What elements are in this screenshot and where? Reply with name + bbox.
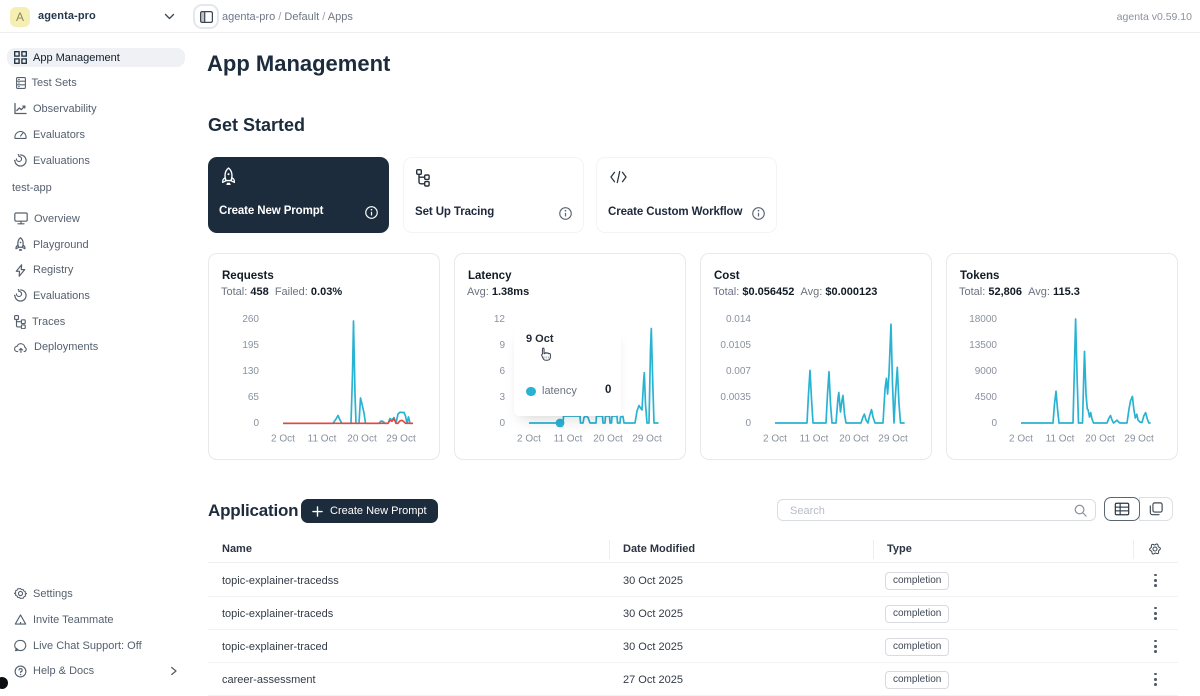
- svg-text:0: 0: [745, 418, 751, 429]
- svg-text:29 Oct: 29 Oct: [632, 434, 662, 445]
- svg-text:6: 6: [499, 366, 505, 377]
- svg-text:13500: 13500: [969, 340, 997, 351]
- svg-text:20 Oct: 20 Oct: [347, 434, 377, 445]
- svg-text:20 Oct: 20 Oct: [839, 434, 869, 445]
- svg-text:2 Oct: 2 Oct: [517, 434, 541, 445]
- svg-text:18000: 18000: [969, 314, 997, 325]
- svg-text:0.0105: 0.0105: [720, 340, 751, 351]
- svg-text:2 Oct: 2 Oct: [763, 434, 787, 445]
- svg-text:0: 0: [991, 418, 997, 429]
- svg-text:0.0035: 0.0035: [720, 392, 751, 403]
- svg-text:65: 65: [248, 392, 260, 403]
- svg-text:9: 9: [499, 340, 505, 351]
- svg-text:0.007: 0.007: [726, 366, 751, 377]
- svg-text:20 Oct: 20 Oct: [593, 434, 623, 445]
- svg-text:9000: 9000: [975, 366, 998, 377]
- svg-text:0: 0: [499, 418, 505, 429]
- svg-text:29 Oct: 29 Oct: [386, 434, 416, 445]
- svg-text:11 Oct: 11 Oct: [308, 434, 337, 445]
- svg-text:29 Oct: 29 Oct: [878, 434, 908, 445]
- svg-text:4500: 4500: [975, 392, 998, 403]
- svg-text:2 Oct: 2 Oct: [271, 434, 295, 445]
- svg-text:260: 260: [242, 314, 259, 325]
- svg-text:12: 12: [494, 314, 506, 325]
- svg-text:11 Oct: 11 Oct: [800, 434, 829, 445]
- svg-text:11 Oct: 11 Oct: [554, 434, 583, 445]
- svg-text:20 Oct: 20 Oct: [1085, 434, 1115, 445]
- svg-text:29 Oct: 29 Oct: [1124, 434, 1154, 445]
- svg-text:0.014: 0.014: [726, 314, 751, 325]
- svg-text:195: 195: [242, 340, 259, 351]
- svg-text:3: 3: [499, 392, 505, 403]
- svg-text:11 Oct: 11 Oct: [1046, 434, 1075, 445]
- svg-text:130: 130: [242, 366, 259, 377]
- svg-text:2 Oct: 2 Oct: [1009, 434, 1033, 445]
- svg-text:0: 0: [253, 418, 259, 429]
